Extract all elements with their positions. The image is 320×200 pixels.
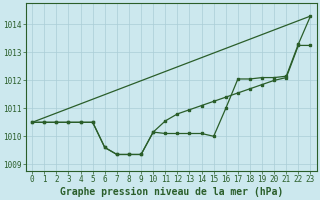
X-axis label: Graphe pression niveau de la mer (hPa): Graphe pression niveau de la mer (hPa) xyxy=(60,186,283,197)
